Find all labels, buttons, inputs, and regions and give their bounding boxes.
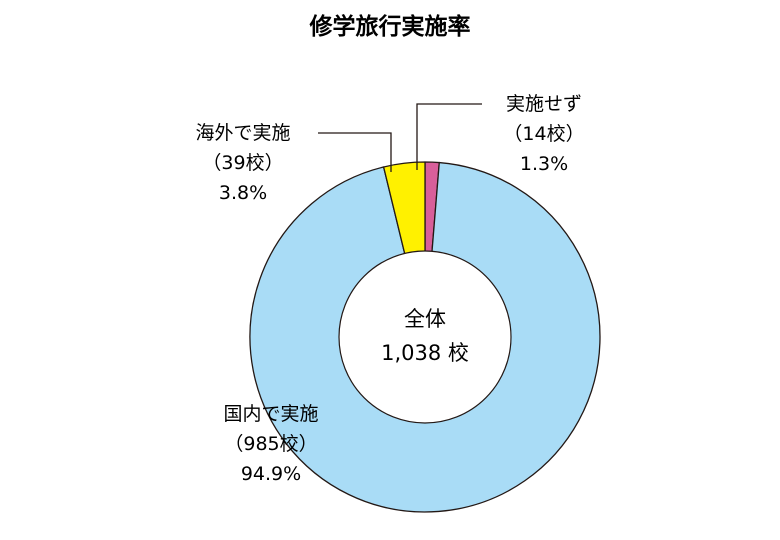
- label-overseas-percent: 3.8%: [219, 182, 267, 204]
- center-label-line2: 1,038 校: [381, 341, 469, 365]
- label-domestic-percent: 94.9%: [241, 463, 301, 485]
- label-domestic-count: （985校）: [224, 433, 317, 455]
- label-overseas-count: （39校）: [202, 152, 283, 174]
- center-label-line1: 全体: [404, 307, 446, 331]
- label-not-implemented-percent: 1.3%: [520, 153, 568, 175]
- label-domestic-name: 国内で実施: [223, 403, 318, 425]
- chart-title: 修学旅行実施率: [309, 13, 471, 40]
- label-not-implemented-count: （14校）: [503, 123, 584, 145]
- label-overseas-name: 海外で実施: [195, 122, 290, 144]
- donut-hole: [338, 250, 512, 424]
- leader-line-overseas: [318, 132, 392, 172]
- label-not-implemented-name: 実施せず: [506, 93, 582, 115]
- leader-line-not-implemented: [416, 103, 482, 170]
